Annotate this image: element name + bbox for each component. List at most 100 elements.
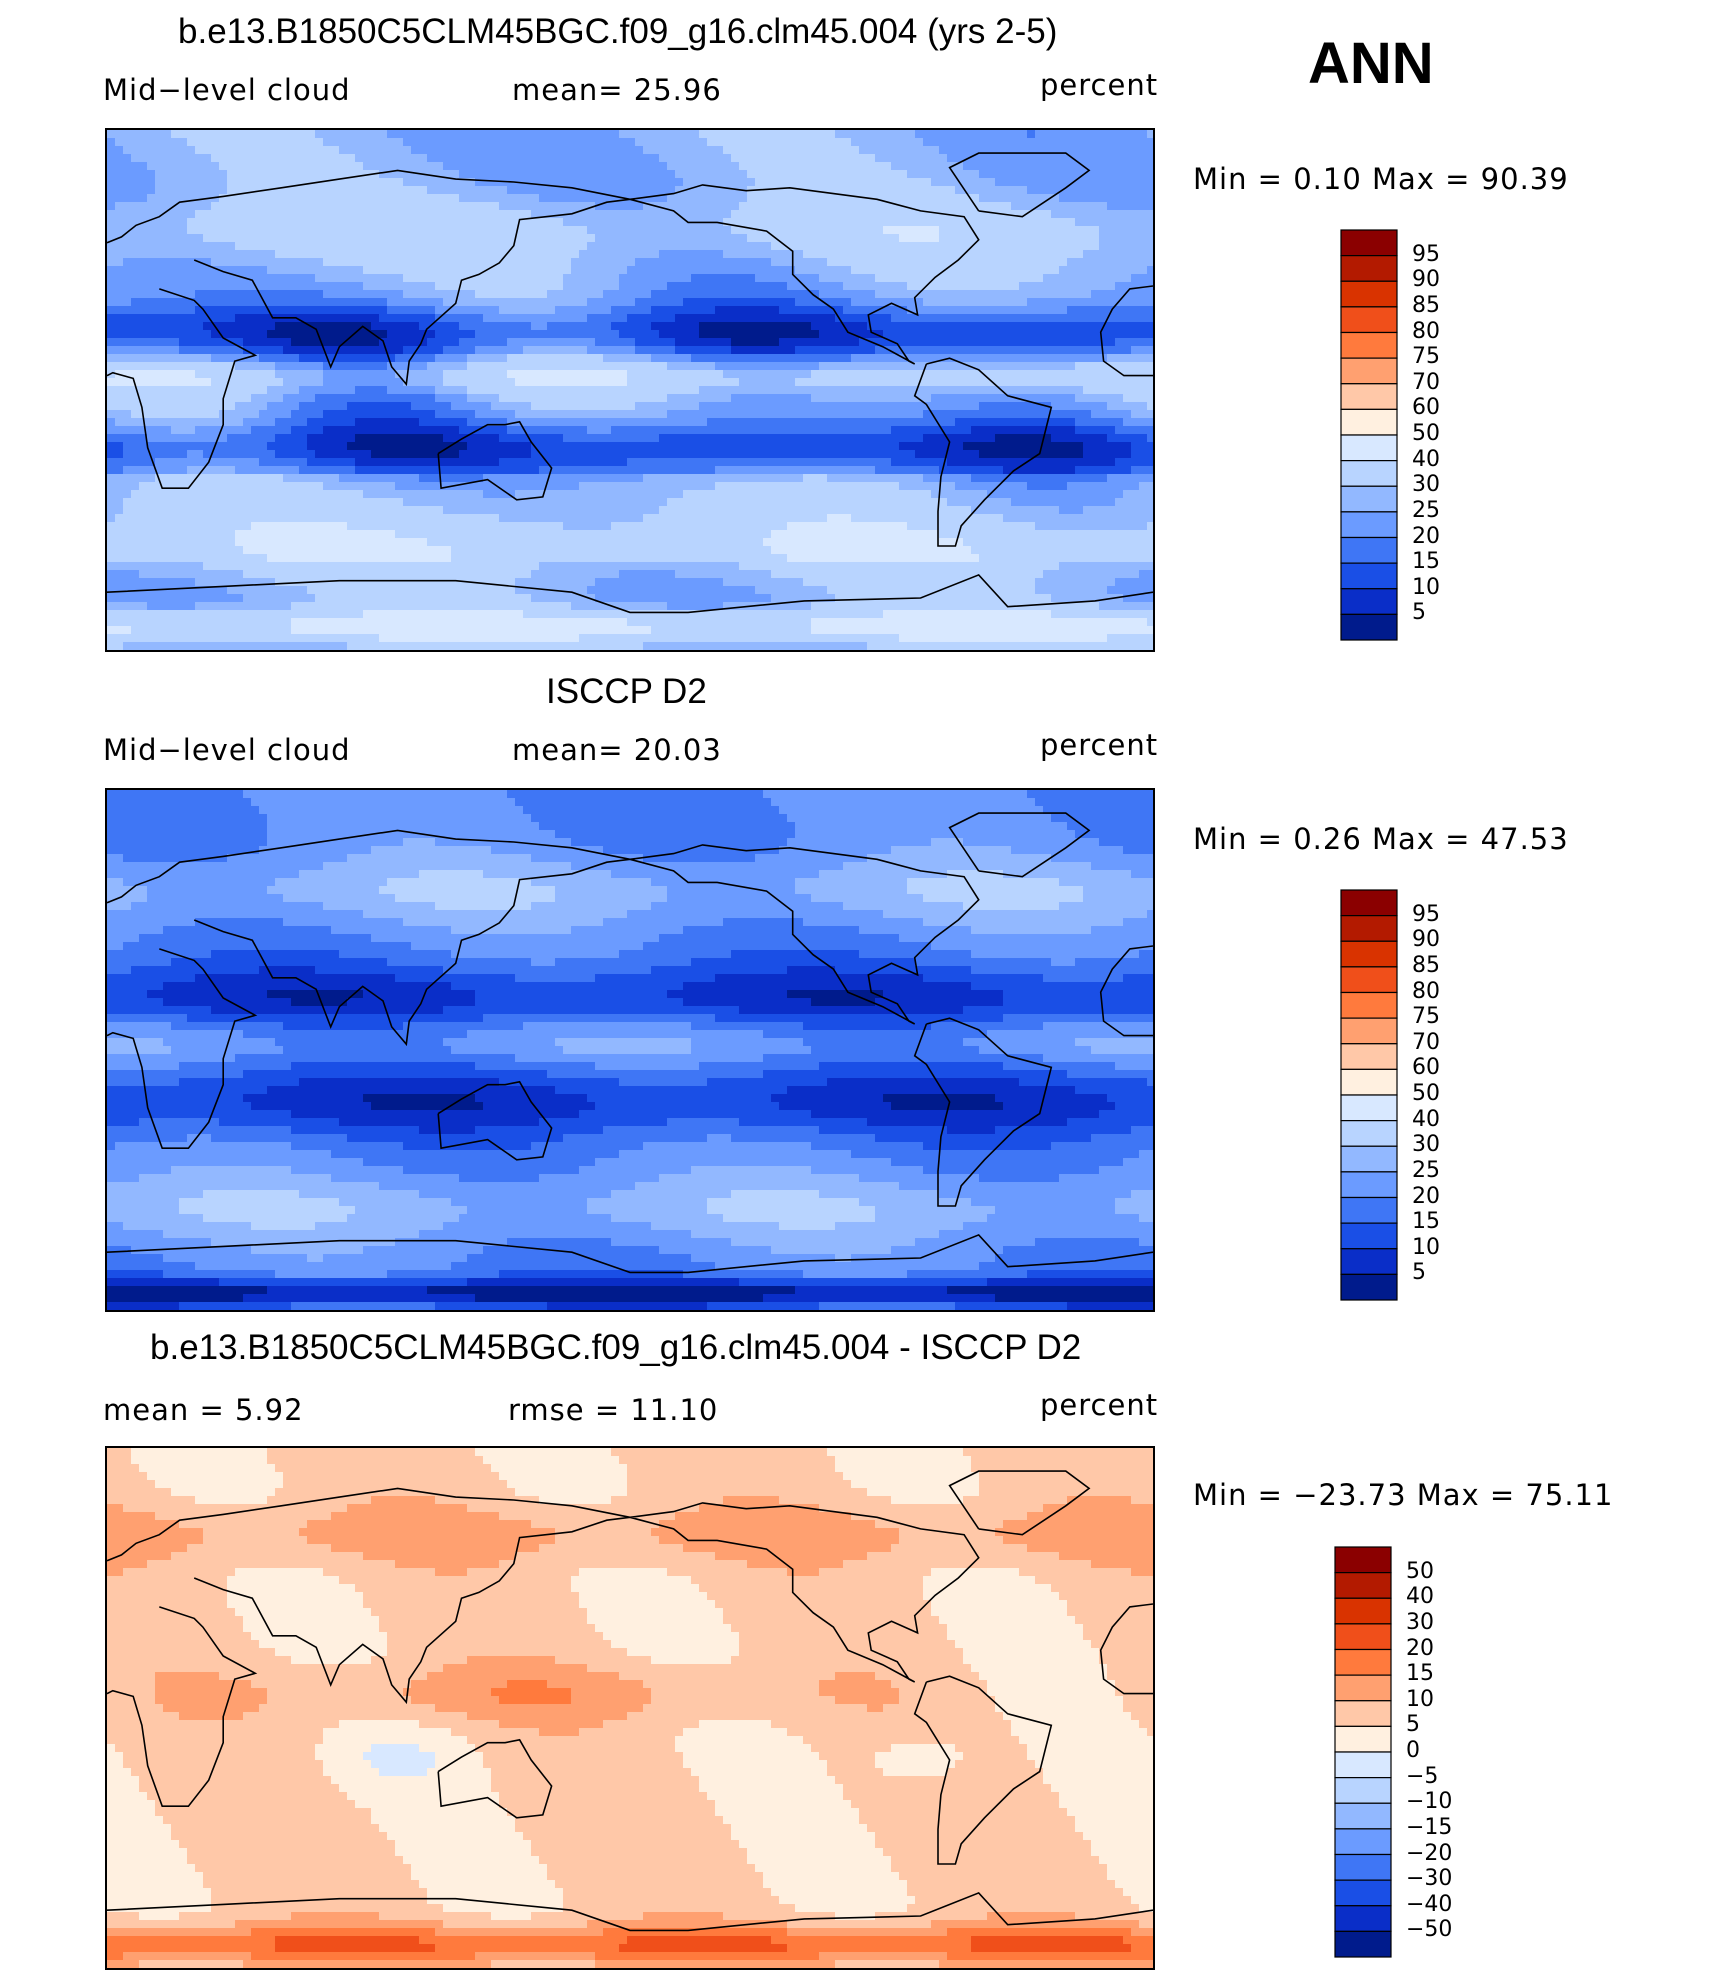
- map-cell: [787, 226, 796, 235]
- map-cell: [963, 250, 972, 259]
- map-cell: [1043, 298, 1052, 307]
- map-cell: [259, 426, 268, 435]
- map-cell: [907, 282, 916, 291]
- map-cell: [355, 170, 364, 179]
- map-cell: [467, 354, 476, 363]
- map-cell: [355, 418, 364, 427]
- map-cell: [1107, 154, 1116, 163]
- map-cell: [403, 266, 412, 275]
- map-cell: [355, 226, 364, 235]
- map-cell: [419, 242, 428, 251]
- map-cell: [459, 146, 468, 155]
- map-cell: [755, 146, 764, 155]
- map-cell: [779, 410, 788, 419]
- map-cell: [1091, 346, 1100, 355]
- map-cell: [1059, 378, 1068, 387]
- map-cell: [771, 162, 780, 171]
- map-cell: [355, 194, 364, 203]
- map-cell: [891, 146, 900, 155]
- map-cell: [1083, 370, 1092, 379]
- map-cell: [579, 394, 588, 403]
- map-cell: [971, 410, 980, 419]
- map-cell: [235, 402, 244, 411]
- map-cell: [235, 138, 244, 147]
- map-cell: [851, 226, 860, 235]
- map-cell: [875, 346, 884, 355]
- map-cell: [171, 258, 180, 267]
- map-cell: [755, 386, 764, 395]
- map-cell: [627, 362, 636, 371]
- map-cell: [1051, 354, 1060, 363]
- map-cell: [107, 194, 116, 203]
- map-cell: [219, 130, 228, 139]
- map-cell: [1051, 426, 1060, 435]
- map-cell: [379, 330, 388, 339]
- map-cell: [851, 322, 860, 331]
- map-cell: [1083, 298, 1092, 307]
- map-cell: [491, 362, 500, 371]
- map-cell: [163, 234, 172, 243]
- map-cell: [883, 322, 892, 331]
- map-cell: [411, 426, 420, 435]
- map-cell: [467, 410, 476, 419]
- map-cell: [435, 234, 444, 243]
- map-cell: [795, 210, 804, 219]
- map-cell: [859, 378, 868, 387]
- map-cell: [411, 162, 420, 171]
- map-cell: [1091, 130, 1100, 139]
- map-cell: [603, 426, 612, 435]
- map-cell: [939, 186, 948, 195]
- map-cell: [827, 282, 836, 291]
- map-cell: [211, 226, 220, 235]
- map-cell: [227, 138, 236, 147]
- map-cell: [227, 162, 236, 171]
- map-cell: [1139, 138, 1148, 147]
- map-cell: [163, 202, 172, 211]
- map-cell: [875, 146, 884, 155]
- map-cell: [379, 202, 388, 211]
- map-cell: [179, 314, 188, 323]
- map-cell: [1147, 394, 1153, 403]
- map-cell: [715, 282, 724, 291]
- map-cell: [795, 298, 804, 307]
- map-cell: [299, 218, 308, 227]
- map-cell: [883, 314, 892, 323]
- map-cell: [155, 194, 164, 203]
- map-cell: [659, 418, 668, 427]
- map-cell: [531, 410, 540, 419]
- map-cell: [219, 194, 228, 203]
- map-cell: [715, 258, 724, 267]
- map-cell: [1091, 282, 1100, 291]
- map-cell: [171, 146, 180, 155]
- map-cell: [899, 146, 908, 155]
- map-cell: [379, 186, 388, 195]
- map-cell: [811, 402, 820, 411]
- map-cell: [299, 266, 308, 275]
- map-cell: [995, 394, 1004, 403]
- map-cell: [995, 322, 1004, 331]
- map-cell: [371, 130, 380, 139]
- map-cell: [739, 306, 748, 315]
- map-cell: [707, 258, 716, 267]
- map-cell: [1011, 426, 1020, 435]
- map-cell: [731, 226, 740, 235]
- map-cell: [883, 250, 892, 259]
- map-cell: [211, 386, 220, 395]
- map-cell: [875, 258, 884, 267]
- map-cell: [731, 234, 740, 243]
- map-cell: [667, 146, 676, 155]
- map-cell: [131, 394, 140, 403]
- map-cell: [371, 346, 380, 355]
- map-cell: [907, 322, 916, 331]
- map-cell: [147, 186, 156, 195]
- map-cell: [923, 282, 932, 291]
- map-cell: [547, 282, 556, 291]
- map-cell: [675, 226, 684, 235]
- map-cell: [179, 170, 188, 179]
- map-cell: [571, 330, 580, 339]
- map-cell: [579, 418, 588, 427]
- map-cell: [179, 330, 188, 339]
- map-cell: [331, 330, 340, 339]
- map-cell: [835, 162, 844, 171]
- map-cell: [131, 322, 140, 331]
